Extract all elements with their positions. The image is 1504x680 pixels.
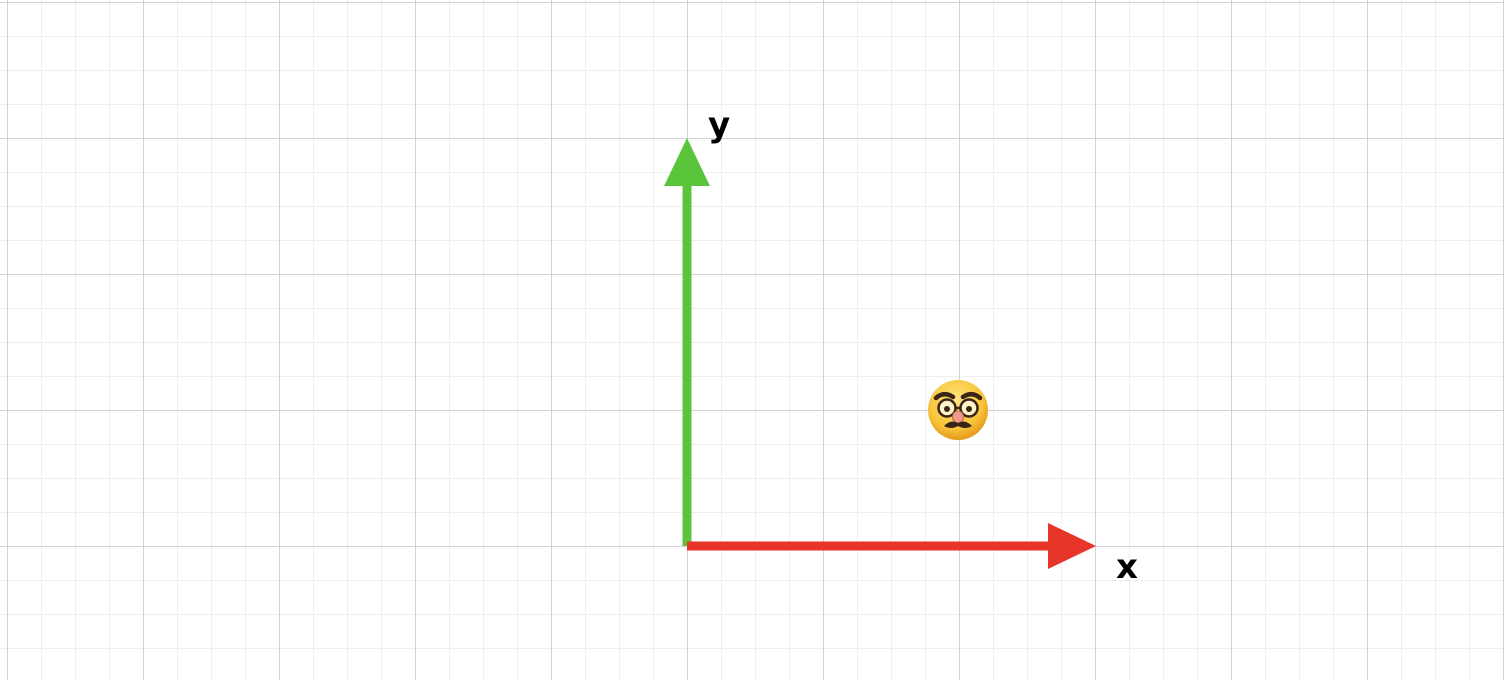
x-axis-label: x [1116,547,1138,587]
disguised-face-icon [928,380,988,440]
y-axis-arrowhead [664,138,710,186]
x-axis-arrowhead [1048,523,1096,569]
y-axis-label: y [708,105,731,145]
